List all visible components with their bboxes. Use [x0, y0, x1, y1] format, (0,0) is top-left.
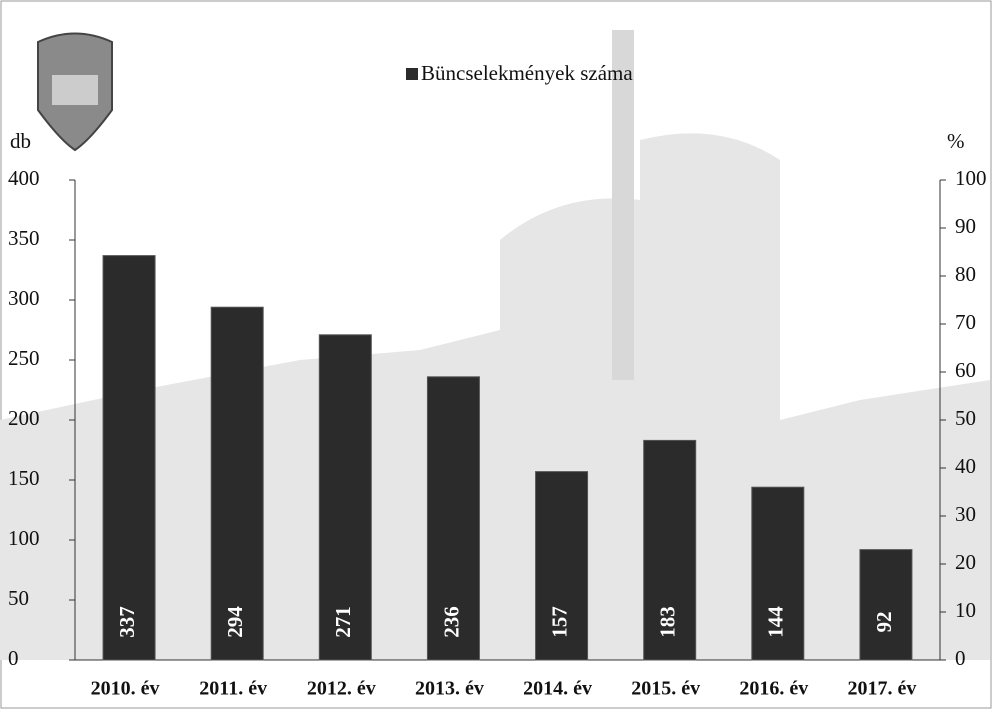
- x-tick-label: 2014. év: [523, 678, 592, 700]
- bar: [318, 334, 372, 661]
- bar: [751, 486, 805, 661]
- bar: [426, 376, 480, 661]
- x-tick-label: 2013. év: [415, 678, 484, 700]
- bar: [210, 306, 264, 661]
- y2-tick-label: 60: [955, 358, 976, 382]
- bar: [535, 471, 589, 661]
- y-tick-label: 250: [8, 346, 40, 370]
- value-label: 144: [764, 606, 788, 638]
- value-label: 271: [331, 606, 355, 638]
- y-tick-label: 350: [8, 226, 40, 250]
- y-tick-label: 400: [8, 166, 40, 190]
- value-label: 236: [439, 606, 463, 638]
- y2-tick-label: 30: [955, 502, 976, 526]
- y2-tick-label: 80: [955, 262, 976, 286]
- value-label: 294: [223, 606, 247, 638]
- legend-swatch: [406, 68, 418, 80]
- value-label: 157: [547, 606, 571, 638]
- x-tick-label: 2010. év: [91, 678, 160, 700]
- y2-tick-label: 0: [955, 646, 966, 670]
- x-tick-label: 2015. év: [631, 678, 700, 700]
- y2-tick-label: 70: [955, 310, 976, 334]
- y2-tick-label: 50: [955, 406, 976, 430]
- y-tick-label: 300: [8, 286, 40, 310]
- y-axis-label: db: [10, 129, 31, 153]
- x-tick-label: 2011. év: [199, 678, 267, 700]
- y2-tick-label: 100: [955, 166, 987, 190]
- x-tick-label: 2012. év: [307, 678, 376, 700]
- legend-label: Büncselekmények száma: [421, 61, 633, 85]
- y2-tick-label: 10: [955, 598, 976, 622]
- y2-tick-label: 90: [955, 214, 976, 238]
- bar: [102, 255, 156, 661]
- bar: [643, 439, 697, 661]
- y-tick-label: 100: [8, 526, 40, 550]
- y-tick-label: 0: [8, 646, 19, 670]
- x-tick-label: 2016. év: [739, 678, 808, 700]
- y2-tick-label: 20: [955, 550, 976, 574]
- y2-axis-label: %: [947, 129, 965, 153]
- x-tick-label: 2017. év: [847, 678, 916, 700]
- logo: [37, 32, 113, 152]
- bar: [859, 549, 913, 661]
- y-tick-label: 200: [8, 406, 40, 430]
- y-tick-label: 50: [8, 586, 29, 610]
- value-label: 337: [115, 606, 139, 638]
- value-label: 183: [656, 606, 680, 638]
- value-label: 92: [872, 612, 896, 633]
- y2-tick-label: 40: [955, 454, 976, 478]
- y-tick-label: 150: [8, 466, 40, 490]
